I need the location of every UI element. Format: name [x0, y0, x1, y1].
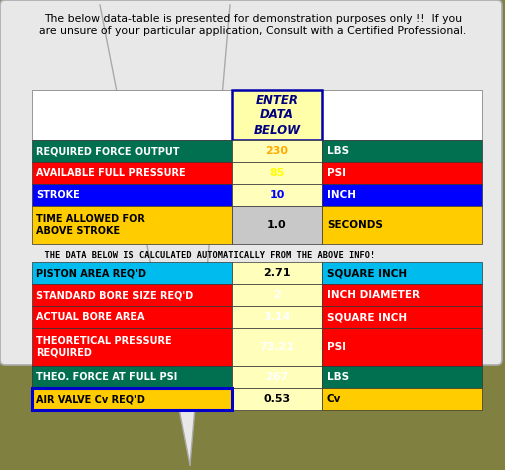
Text: LBS: LBS — [326, 146, 348, 156]
Bar — [321, 140, 481, 162]
Text: STANDARD BORE SIZE REQ'D: STANDARD BORE SIZE REQ'D — [36, 290, 193, 300]
Bar — [32, 306, 231, 328]
Bar — [32, 328, 231, 366]
Bar — [32, 184, 231, 206]
Bar — [321, 90, 481, 140]
Bar — [231, 388, 321, 410]
Text: 0.53: 0.53 — [263, 394, 290, 404]
Bar — [32, 388, 231, 410]
Text: Cv: Cv — [326, 394, 341, 404]
Text: 10: 10 — [269, 190, 284, 200]
Text: THEO. FORCE AT FULL PSI: THEO. FORCE AT FULL PSI — [36, 372, 177, 382]
Text: 1.0: 1.0 — [267, 220, 286, 230]
Text: 230: 230 — [265, 146, 288, 156]
Bar — [231, 306, 321, 328]
Text: THE DATA BELOW IS CALCULATED AUTOMATICALLY FROM THE ABOVE INFO!: THE DATA BELOW IS CALCULATED AUTOMATICAL… — [34, 251, 375, 260]
Text: 2.71: 2.71 — [263, 268, 290, 278]
Text: 2: 2 — [273, 290, 280, 300]
Text: 267: 267 — [265, 372, 288, 382]
Text: The below data-table is presented for demonstration purposes only !!  If you
are: The below data-table is presented for de… — [39, 14, 466, 36]
Bar — [321, 206, 481, 244]
Bar — [231, 162, 321, 184]
Polygon shape — [100, 5, 230, 465]
Text: INCH: INCH — [326, 190, 356, 200]
Bar — [321, 388, 481, 410]
Text: SQUARE INCH: SQUARE INCH — [326, 268, 407, 278]
Bar — [32, 206, 231, 244]
Bar — [231, 284, 321, 306]
Bar — [231, 328, 321, 366]
Text: ACTUAL BORE AREA: ACTUAL BORE AREA — [36, 312, 144, 322]
Text: 3.14: 3.14 — [263, 312, 290, 322]
Text: PSI: PSI — [326, 168, 345, 178]
Text: 85: 85 — [269, 168, 284, 178]
Bar — [32, 90, 231, 140]
FancyBboxPatch shape — [0, 0, 501, 365]
Text: PISTON AREA REQ'D: PISTON AREA REQ'D — [36, 268, 146, 278]
Bar — [231, 90, 321, 140]
Bar — [231, 206, 321, 244]
Bar — [231, 262, 321, 284]
Bar — [32, 284, 231, 306]
Text: LBS: LBS — [326, 372, 348, 382]
Text: SECONDS: SECONDS — [326, 220, 382, 230]
Bar — [32, 388, 231, 410]
Bar — [321, 306, 481, 328]
Bar — [32, 140, 231, 162]
Text: THEORETICAL PRESSURE
REQUIRED: THEORETICAL PRESSURE REQUIRED — [36, 336, 171, 358]
Bar — [321, 162, 481, 184]
Text: TIME ALLOWED FOR
ABOVE STROKE: TIME ALLOWED FOR ABOVE STROKE — [36, 214, 144, 236]
Bar — [321, 366, 481, 388]
Text: INCH DIAMETER: INCH DIAMETER — [326, 290, 419, 300]
Text: STROKE: STROKE — [36, 190, 80, 200]
Text: SQUARE INCH: SQUARE INCH — [326, 312, 407, 322]
Text: AIR VALVE Cv REQ'D: AIR VALVE Cv REQ'D — [36, 394, 144, 404]
Bar — [32, 162, 231, 184]
Bar — [321, 328, 481, 366]
Text: PSI: PSI — [326, 342, 345, 352]
Bar — [231, 184, 321, 206]
Text: ENTER
DATA
BELOW: ENTER DATA BELOW — [253, 94, 300, 136]
Bar — [32, 262, 231, 284]
Bar — [321, 284, 481, 306]
Bar — [32, 366, 231, 388]
Text: AVAILABLE FULL PRESSURE: AVAILABLE FULL PRESSURE — [36, 168, 185, 178]
Text: REQUIRED FORCE OUTPUT: REQUIRED FORCE OUTPUT — [36, 146, 179, 156]
Bar — [321, 184, 481, 206]
Bar — [231, 366, 321, 388]
Bar — [231, 140, 321, 162]
Text: 73.21: 73.21 — [259, 342, 294, 352]
Bar — [321, 262, 481, 284]
